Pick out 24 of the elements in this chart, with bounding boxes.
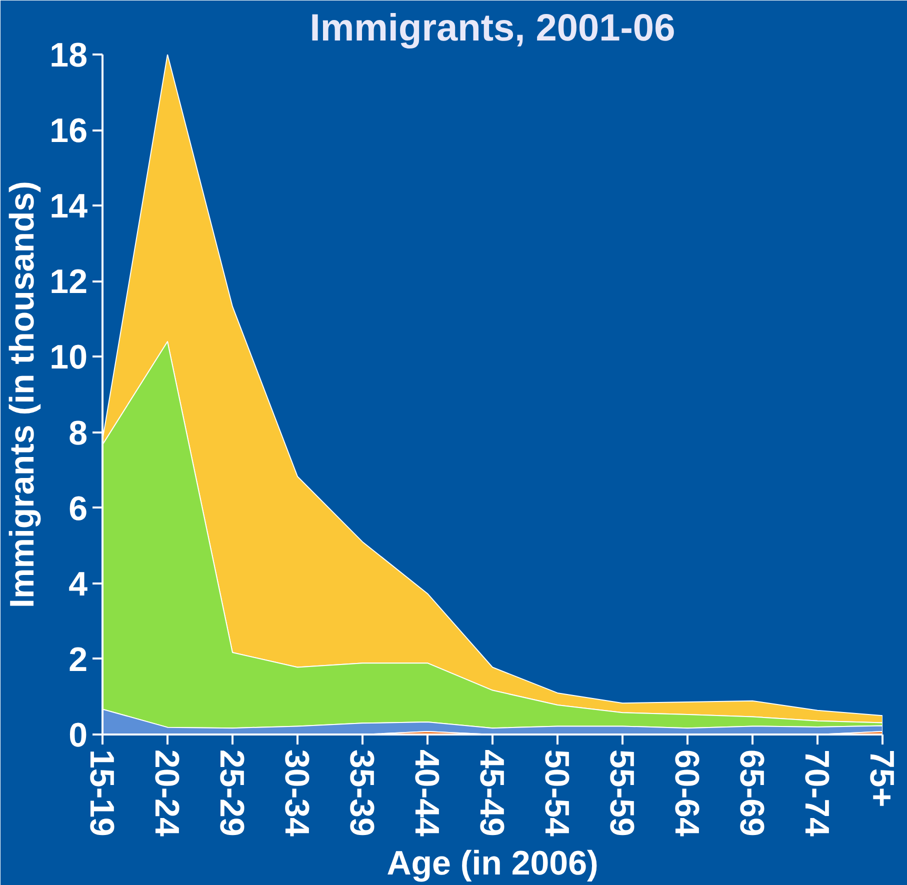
x-tick-label: 40-44 (408, 750, 446, 837)
x-tick-label: 65-69 (732, 750, 770, 836)
y-tick-label: 4 (68, 565, 88, 604)
y-tick-label: 16 (50, 112, 88, 150)
x-tick-label: 50-54 (538, 750, 576, 837)
y-tick-label: 18 (50, 36, 88, 74)
x-tick-label: 60-64 (668, 750, 706, 837)
y-tick-label: 6 (68, 490, 88, 528)
x-tick-label: 45-49 (472, 750, 510, 836)
y-tick-label: 10 (50, 338, 88, 377)
x-tick-label: 70-74 (798, 750, 836, 837)
x-tick-label: 75+ (862, 750, 900, 808)
y-tick-label: 8 (68, 414, 88, 452)
y-tick-label: 14 (50, 188, 88, 226)
chart-title: Immigrants, 2001-06 (310, 8, 676, 50)
x-axis-title: Age (in 2006) (386, 844, 598, 882)
x-tick-label: 35-39 (342, 750, 380, 836)
y-axis-title: Immigrants (in thousands) (4, 181, 42, 608)
y-tick-label: 2 (68, 640, 88, 679)
x-tick-label: 30-34 (278, 750, 316, 837)
x-tick-label: 55-59 (602, 750, 640, 836)
x-tick-label: 25-29 (212, 750, 250, 836)
x-tick-label: 20-24 (148, 750, 186, 837)
y-tick-label: 12 (50, 263, 88, 302)
